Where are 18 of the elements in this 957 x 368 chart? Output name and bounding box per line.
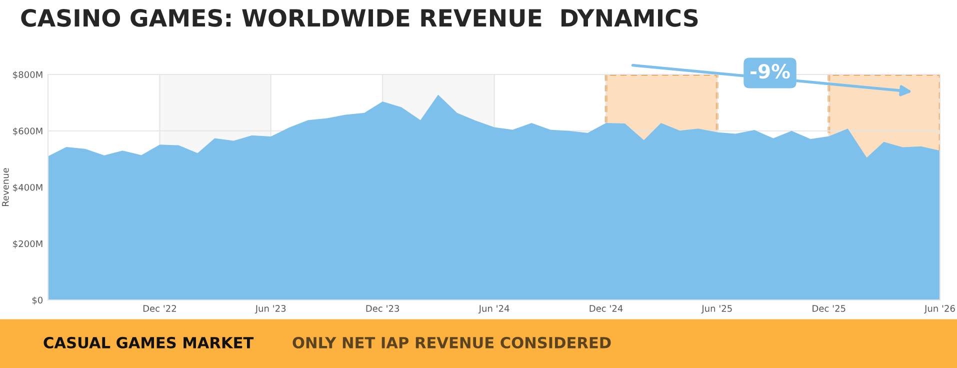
x-tick-label: Jun '26 <box>924 305 955 314</box>
chart-title: CASINO GAMES: WORLDWIDE REVENUE DYNAMICS <box>21 8 698 27</box>
y-tick-label: $0 <box>32 296 43 305</box>
text: ONLY NET IAP REVENUE CONSIDERED <box>292 336 611 348</box>
y-tick-label: $200M <box>13 240 42 248</box>
x-tick-label: Dec '23 <box>366 305 400 312</box>
y-axis-title: Revenue <box>2 168 9 206</box>
y-tick-label: $800M <box>13 71 42 80</box>
x-tick-label: Jun '25 <box>701 305 732 314</box>
x-tick-label: Dec '24 <box>590 305 623 312</box>
x-tick-label: Jun '23 <box>254 305 286 314</box>
annotation: -9% <box>750 64 790 79</box>
text: CASUAL GAMES MARKET <box>44 336 254 348</box>
x-tick-label: Dec '25 <box>812 305 846 312</box>
x-tick-label: Dec '22 <box>143 305 176 312</box>
x-tick-label: Jun '24 <box>478 305 510 314</box>
y-tick-label: $400M <box>13 184 42 192</box>
y-tick-label: $600M <box>13 127 42 136</box>
